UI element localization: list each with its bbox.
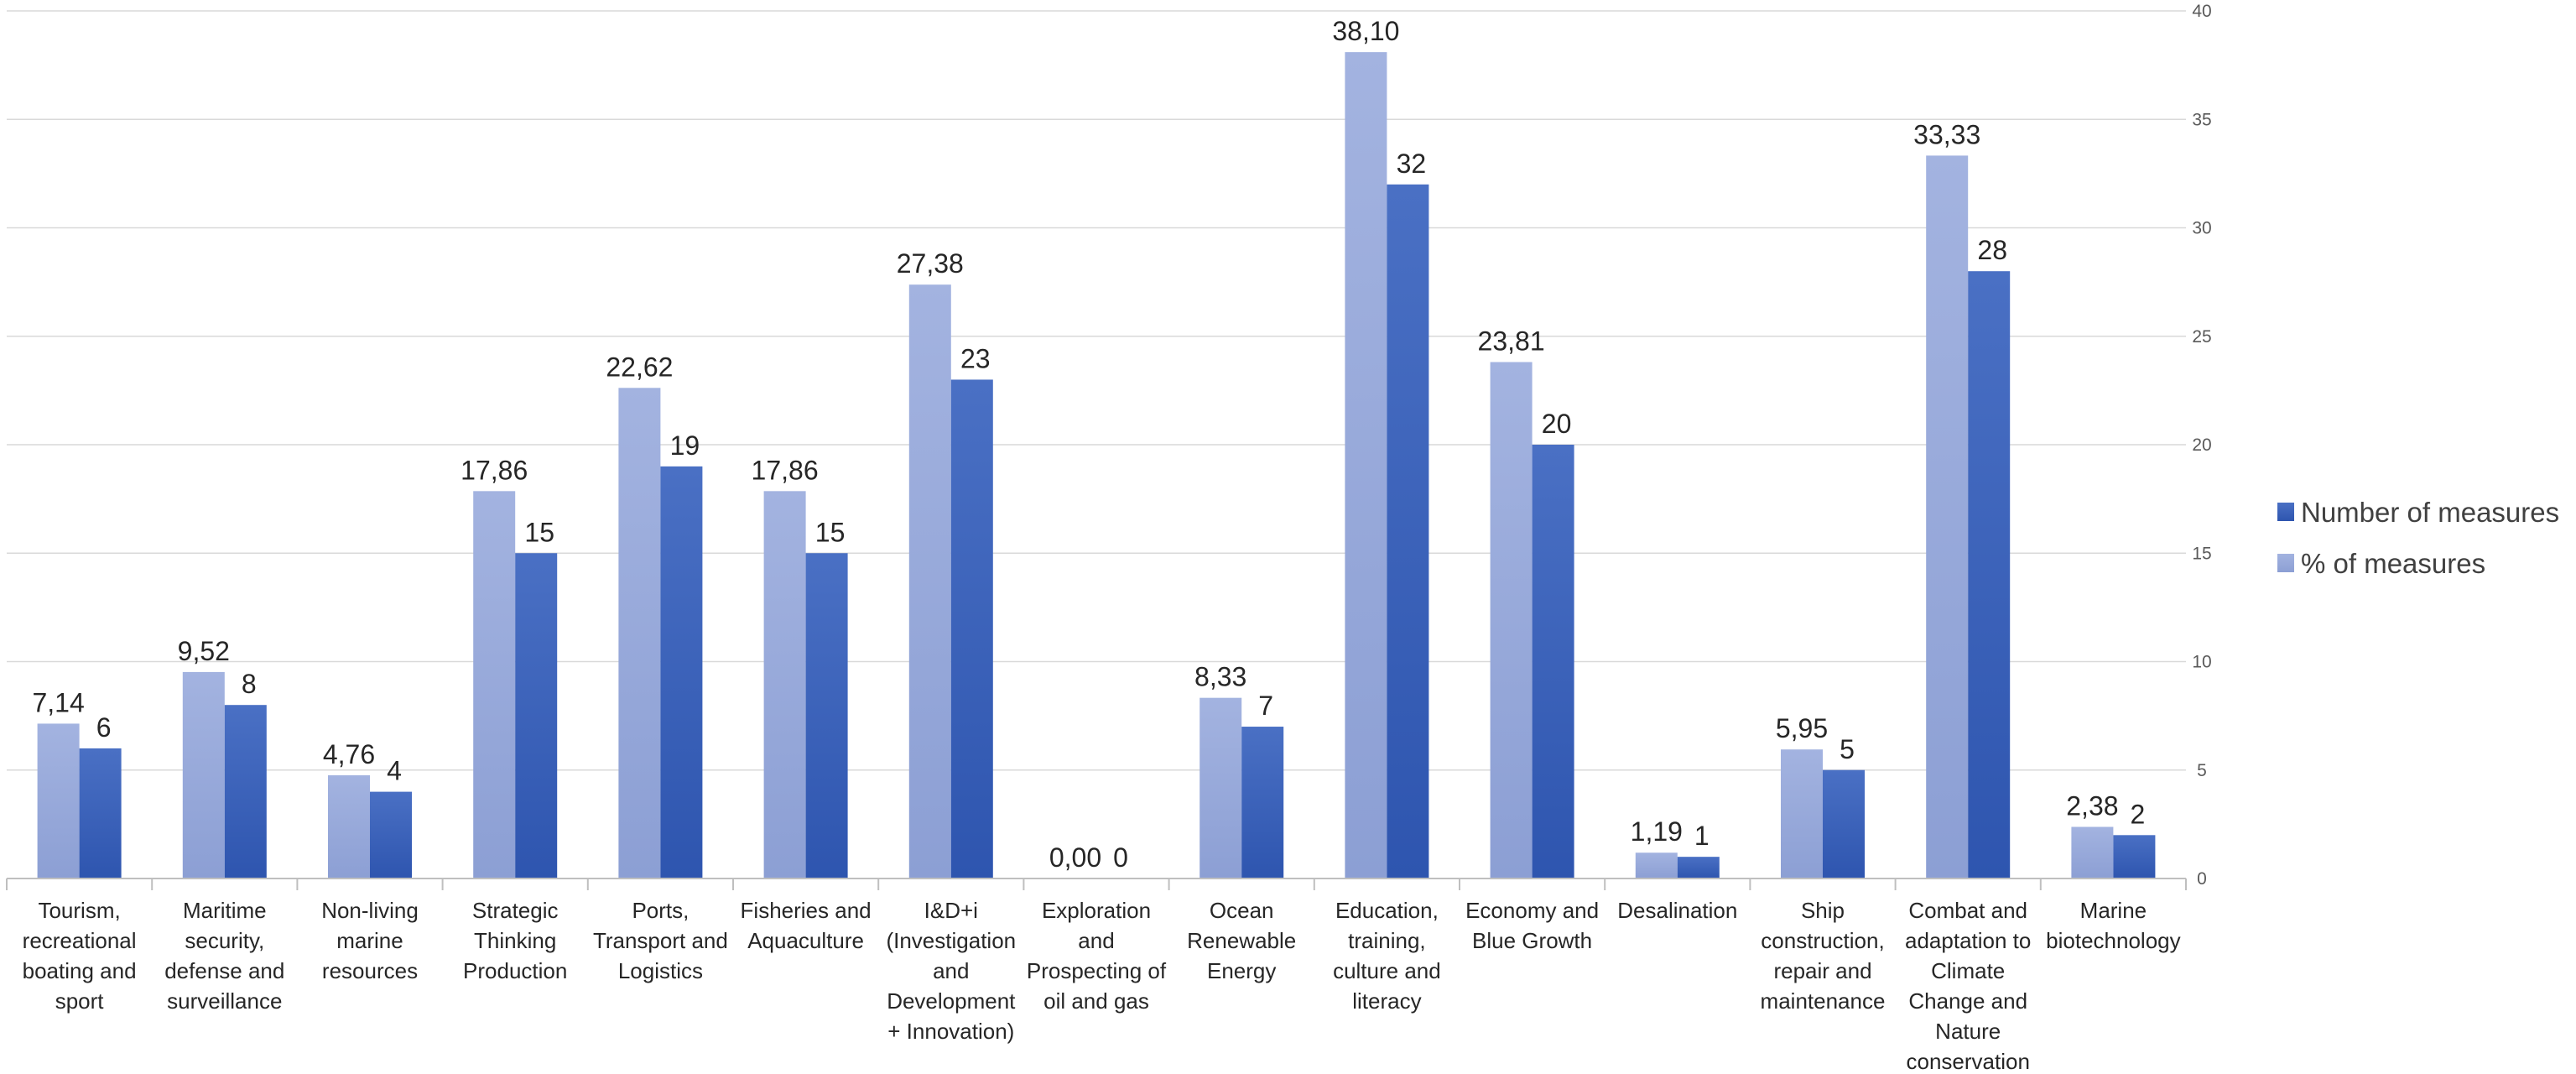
pct-bar bbox=[908, 284, 951, 878]
category-label: Marine biotechnology bbox=[2046, 898, 2180, 953]
count-label: 6 bbox=[96, 712, 112, 743]
count-bar bbox=[805, 553, 848, 878]
pct-bar bbox=[763, 491, 806, 878]
count-bar bbox=[1241, 727, 1284, 878]
y-tick-label: 35 bbox=[2192, 110, 2211, 129]
y-axis: 0 5 10 15 20 25 30 35 40 bbox=[2192, 2, 2211, 889]
pct-label: 22,62 bbox=[606, 352, 673, 382]
y-tick-label: 5 bbox=[2197, 761, 2207, 780]
count-bar bbox=[1677, 857, 1720, 878]
pct-label: 33,33 bbox=[1913, 119, 1980, 149]
legend-swatch-pct bbox=[2277, 554, 2294, 572]
pct-label: 0,00 bbox=[1049, 842, 1101, 873]
y-tick-label: 30 bbox=[2192, 219, 2211, 238]
count-label: 8 bbox=[242, 669, 257, 699]
y-tick-label: 0 bbox=[2197, 869, 2207, 889]
count-label: 15 bbox=[524, 517, 554, 547]
legend-label-pct: % of measures bbox=[2301, 548, 2485, 579]
legend-swatch-count bbox=[2277, 503, 2294, 521]
pct-label: 8,33 bbox=[1194, 662, 1246, 692]
count-bar bbox=[79, 748, 122, 878]
bars bbox=[37, 52, 2156, 879]
count-bar bbox=[660, 466, 703, 878]
count-label: 0 bbox=[1113, 842, 1128, 873]
pct-label: 17,86 bbox=[461, 455, 528, 485]
count-label: 23 bbox=[960, 343, 991, 373]
count-label: 20 bbox=[1542, 409, 1572, 439]
category-label: Desalination bbox=[1617, 898, 1737, 923]
y-tick-label: 20 bbox=[2192, 435, 2211, 455]
legend: Number of measures % of measures bbox=[2277, 497, 2559, 579]
count-label: 28 bbox=[1977, 235, 2007, 265]
category-labels: Tourism, recreational boating and sportMari… bbox=[23, 898, 2181, 1074]
legend-label-count: Number of measures bbox=[2301, 497, 2559, 528]
pct-bar bbox=[473, 491, 516, 878]
category-label: Fisheries and Aquaculture bbox=[741, 898, 872, 953]
gridlines bbox=[7, 10, 2186, 771]
x-axis bbox=[6, 878, 2187, 890]
count-label: 5 bbox=[1840, 734, 1855, 764]
pct-bar bbox=[182, 671, 225, 878]
pct-bar bbox=[1200, 697, 1242, 878]
category-label: Ship construction, repair and maintenance bbox=[1761, 898, 1886, 1014]
count-bar bbox=[224, 705, 267, 878]
category-label: Strategic Thinking Production bbox=[463, 898, 567, 983]
category-label: Maritime security, defense and surveillance bbox=[164, 898, 284, 1014]
pct-bar bbox=[1926, 155, 1969, 878]
data-labels: 7,1469,5284,76417,861522,621917,861527,3… bbox=[32, 16, 2145, 873]
count-bar bbox=[2113, 835, 2156, 878]
count-bar bbox=[1968, 271, 2011, 878]
count-bar bbox=[950, 379, 993, 878]
pct-label: 17,86 bbox=[752, 455, 819, 485]
count-bar bbox=[1387, 184, 1429, 879]
pct-bar bbox=[1345, 52, 1387, 879]
y-tick-label: 10 bbox=[2192, 653, 2211, 672]
pct-label: 4,76 bbox=[323, 739, 375, 769]
category-label: Exploration and Prospecting of oil and gas bbox=[1027, 898, 1167, 1014]
count-label: 7 bbox=[1258, 691, 1273, 721]
category-label: Tourism, recreational boating and sport bbox=[23, 898, 137, 1014]
pct-bar bbox=[1781, 749, 1823, 878]
pct-bar bbox=[1490, 362, 1533, 879]
count-bar bbox=[515, 553, 558, 878]
pct-label: 2,38 bbox=[2066, 790, 2118, 821]
category-label: Non-living marine resources bbox=[321, 898, 419, 983]
pct-label: 9,52 bbox=[178, 636, 230, 666]
count-bar bbox=[370, 791, 412, 878]
count-label: 32 bbox=[1397, 149, 1427, 179]
category-label: Ports, Transport and Logistics bbox=[593, 898, 728, 983]
count-label: 1 bbox=[1694, 821, 1710, 851]
count-label: 4 bbox=[387, 756, 402, 786]
pct-label: 1,19 bbox=[1631, 816, 1683, 847]
category-label: I&D+i (Investigation and Development + Innov… bbox=[886, 898, 1016, 1044]
category-label: Economy and Blue Growth bbox=[1465, 898, 1599, 953]
pct-label: 27,38 bbox=[897, 248, 964, 279]
pct-label: 5,95 bbox=[1776, 713, 1828, 743]
pct-bar bbox=[618, 388, 661, 878]
pct-label: 7,14 bbox=[32, 687, 84, 717]
y-tick-label: 40 bbox=[2192, 2, 2211, 21]
pct-bar bbox=[1635, 852, 1678, 878]
pct-bar bbox=[2071, 826, 2114, 878]
category-label: Education, training, culture and literacy bbox=[1333, 898, 1441, 1014]
y-tick-label: 15 bbox=[2192, 544, 2211, 563]
y-tick-label: 25 bbox=[2192, 327, 2211, 347]
pct-label: 38,10 bbox=[1332, 16, 1399, 46]
count-bar bbox=[1823, 769, 1865, 878]
category-label: Ocean Renewable Energy bbox=[1187, 898, 1296, 983]
count-label: 15 bbox=[815, 517, 846, 547]
pct-label: 23,81 bbox=[1478, 326, 1545, 357]
pct-bar bbox=[328, 774, 370, 878]
pct-bar bbox=[37, 723, 80, 878]
count-label: 2 bbox=[2131, 799, 2146, 829]
count-bar bbox=[1532, 445, 1574, 878]
count-label: 19 bbox=[670, 430, 700, 461]
category-label: Combat and adaptation to Climate Change and… bbox=[1905, 898, 2031, 1074]
